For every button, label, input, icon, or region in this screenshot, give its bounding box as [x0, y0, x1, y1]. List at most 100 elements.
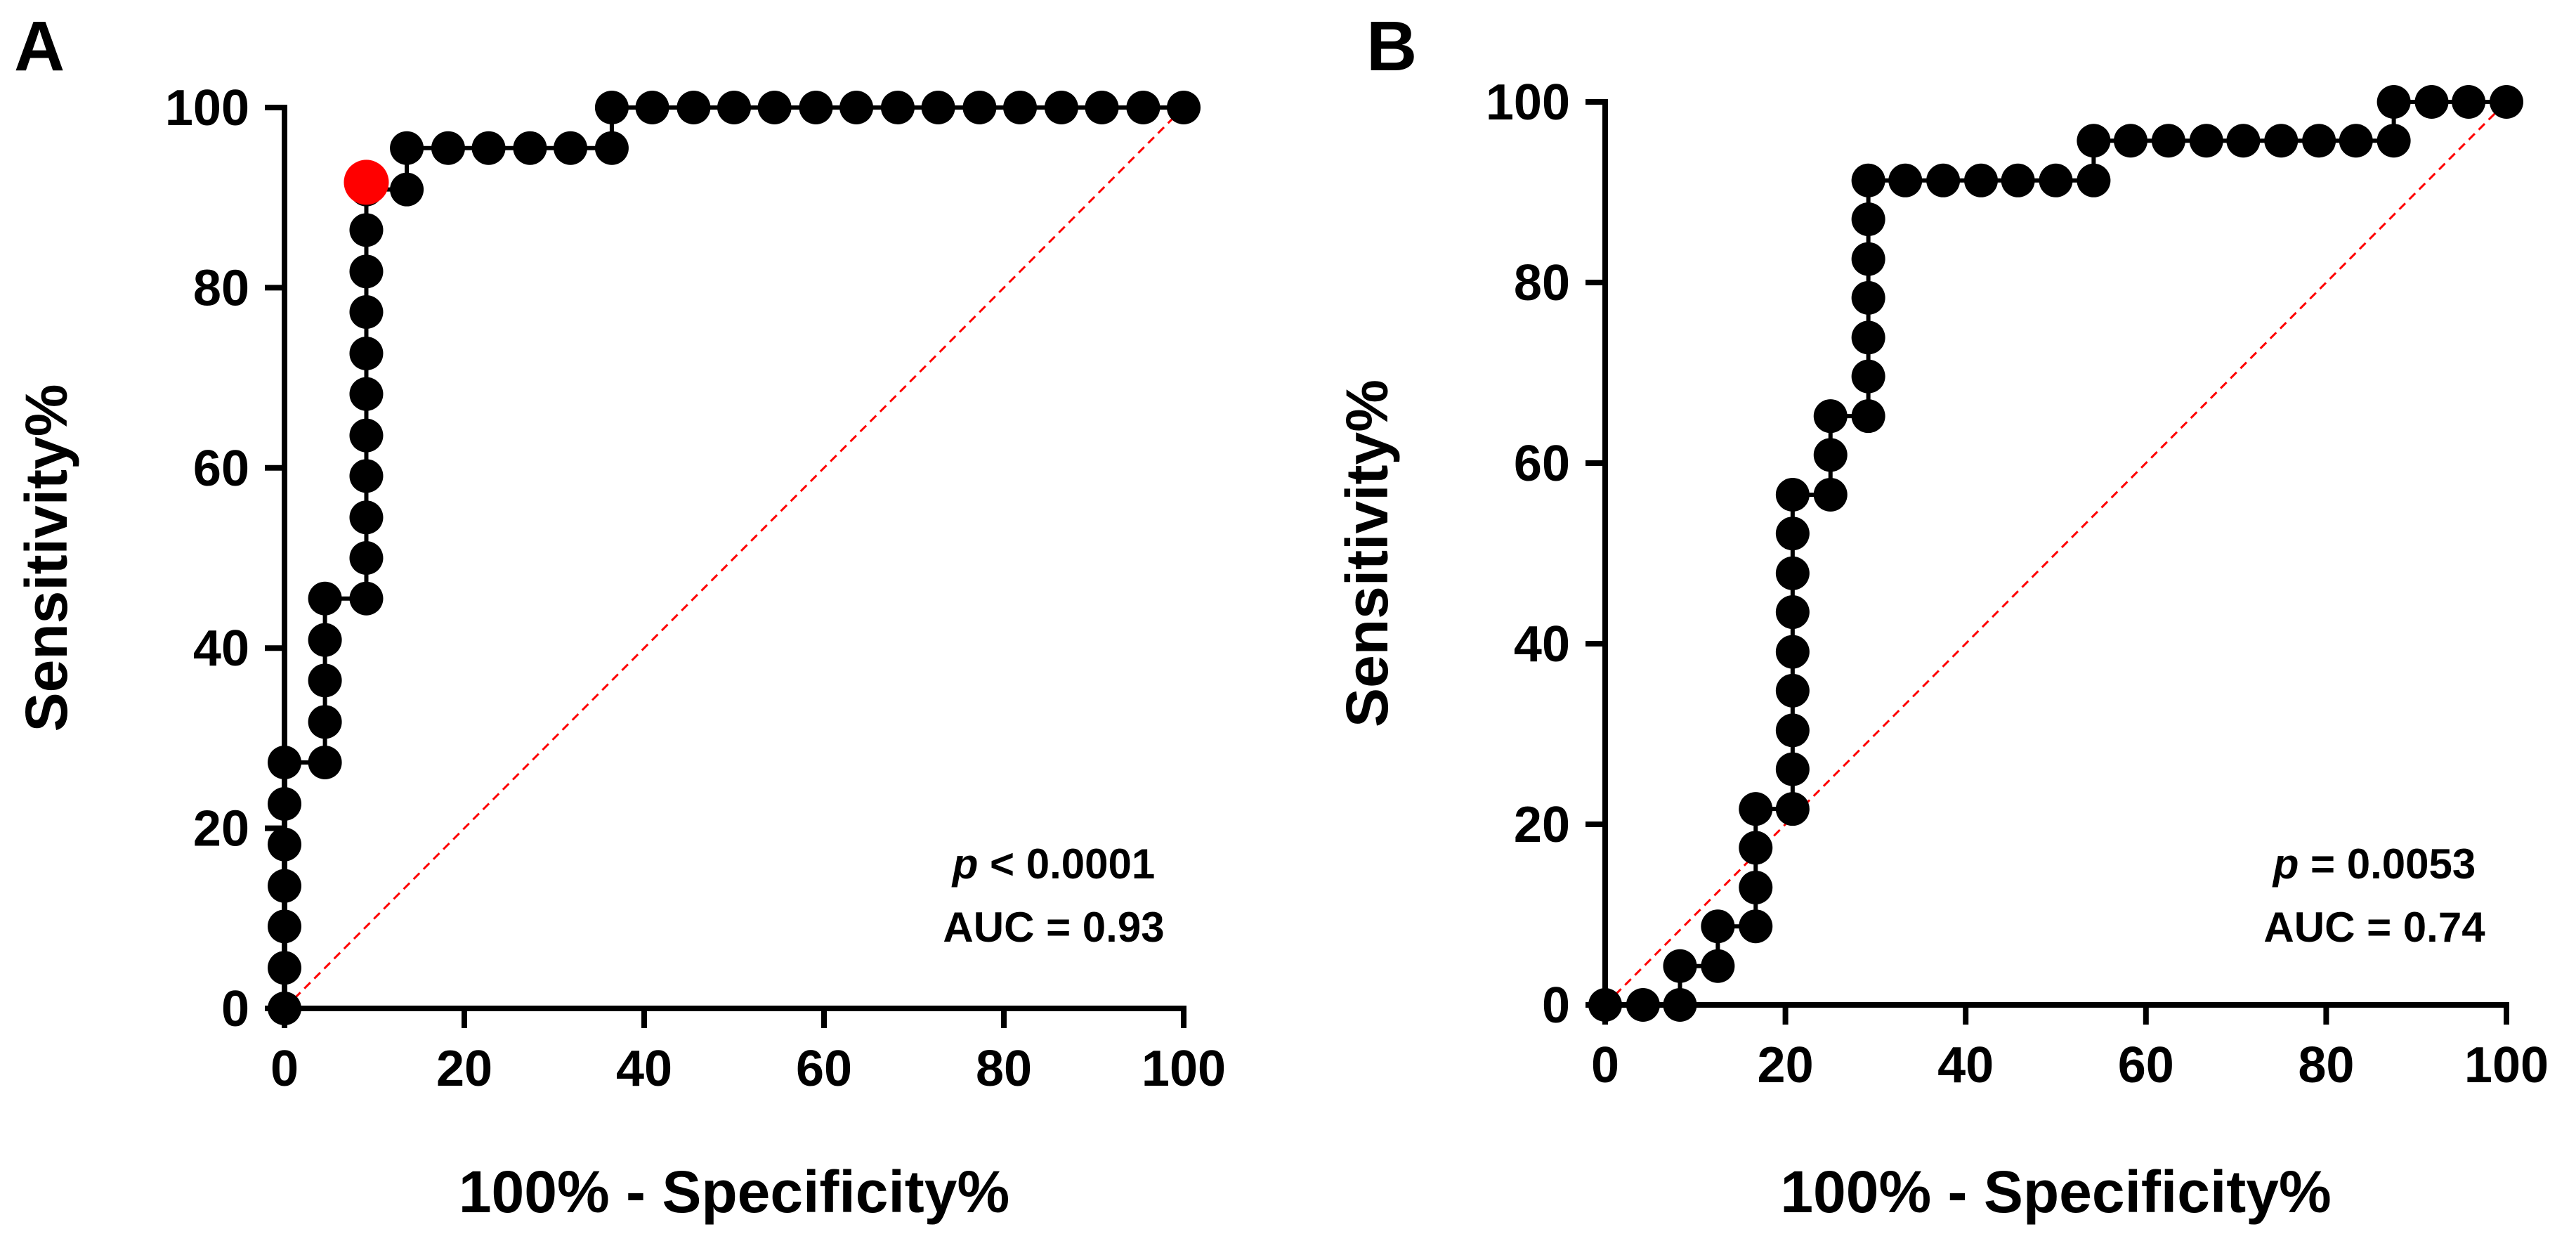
roc-point [2077, 163, 2111, 197]
roc-point [1813, 477, 1848, 512]
roc-point [1813, 438, 1848, 472]
roc-point [1775, 792, 1810, 826]
p-symbol: p [951, 840, 979, 888]
roc-point [349, 295, 384, 330]
roc-point [1044, 91, 1078, 124]
roc-point [1851, 399, 1885, 434]
roc-point [1663, 949, 1697, 983]
roc-point [2077, 124, 2111, 158]
roc-point [880, 91, 915, 124]
roc-panel-b: B 0 20 40 60 80 100 0 20 40 60 80 100 100% - Specific… [1334, 7, 2549, 1225]
roc-point [349, 459, 384, 493]
roc-point [268, 827, 301, 862]
roc-point [1739, 792, 1773, 826]
roc-point [717, 91, 751, 124]
roc-point [308, 705, 342, 739]
y-tick-label: 0 [1542, 978, 1570, 1034]
roc-point [1775, 752, 1810, 786]
roc-panel-a: A 0 20 40 60 80 100 0 20 40 60 80 100 100% - Specific… [13, 7, 1226, 1225]
panel-label: A [14, 7, 65, 86]
roc-point [1775, 477, 1810, 512]
x-axis-title: 100% - Specificity% [1780, 1159, 2331, 1225]
roc-point [1851, 280, 1885, 315]
y-tick-label: 100 [1486, 74, 1570, 131]
x-tick-label: 40 [616, 1041, 672, 1097]
p-value-annotation: p = 0.0053 [2272, 840, 2476, 888]
roc-point [594, 131, 629, 165]
roc-point [1775, 635, 1810, 669]
roc-point [1775, 673, 1810, 708]
roc-point [1003, 91, 1038, 124]
roc-point [349, 541, 384, 575]
x-tick-label: 80 [2298, 1037, 2354, 1093]
y-axis-title: Sensitivity% [1334, 379, 1400, 727]
roc-point [349, 213, 384, 247]
roc-point [1626, 988, 1660, 1022]
y-axis-title: Sensitivity% [13, 384, 79, 732]
y-tick-label: 60 [1514, 436, 1570, 492]
y-tick-label: 20 [1514, 797, 1570, 853]
p-value-annotation: p < 0.0001 [951, 840, 1156, 888]
x-axis-title: 100% - Specificity% [459, 1159, 1009, 1225]
roc-point [1739, 831, 1773, 865]
optimal-cutoff-point [344, 160, 389, 205]
roc-point [2113, 124, 2147, 158]
roc-point [1775, 595, 1810, 630]
roc-point [1663, 988, 1697, 1022]
roc-point [349, 500, 384, 535]
roc-point [1739, 909, 1773, 944]
roc-point [308, 623, 342, 657]
roc-point [390, 172, 424, 207]
roc-point [349, 377, 384, 411]
roc-point [1964, 163, 1999, 197]
roc-point [594, 91, 629, 124]
p-value: = 0.0053 [2299, 840, 2476, 888]
roc-point [554, 131, 588, 165]
y-tick-label: 20 [193, 801, 249, 857]
roc-point [2001, 163, 2035, 197]
roc-point [1926, 163, 1961, 197]
roc-point [962, 91, 997, 124]
roc-point [2452, 85, 2486, 119]
roc-point [839, 91, 874, 124]
roc-point [1851, 163, 1885, 197]
roc-point [1701, 909, 1735, 944]
roc-point [1851, 320, 1885, 355]
roc-point [2302, 124, 2336, 158]
x-tick-label: 20 [1758, 1037, 1814, 1093]
roc-point [2490, 85, 2523, 119]
roc-point [1851, 359, 1885, 394]
roc-point [1126, 91, 1160, 124]
roc-point [1167, 91, 1201, 124]
roc-point [349, 254, 384, 289]
auc-annotation: AUC = 0.74 [2263, 904, 2485, 951]
p-symbol: p [2272, 840, 2299, 888]
x-tick-label: 100 [2464, 1037, 2549, 1093]
roc-point [799, 91, 833, 124]
roc-point [2376, 124, 2411, 158]
roc-point [268, 909, 301, 944]
roc-point [471, 131, 506, 165]
roc-point [390, 131, 424, 165]
y-tick-label: 0 [221, 981, 249, 1037]
p-value: < 0.0001 [978, 840, 1155, 888]
y-tick-label: 80 [1514, 255, 1570, 311]
panel-label: B [1366, 7, 1417, 86]
roc-point [349, 418, 384, 453]
roc-point [1813, 399, 1848, 434]
roc-point [308, 663, 342, 698]
roc-point [1739, 870, 1773, 904]
roc-point [1588, 988, 1622, 1022]
reference-diagonal-line [283, 106, 1185, 1010]
roc-point [349, 581, 384, 616]
roc-point [2264, 124, 2299, 158]
roc-point [2376, 85, 2411, 119]
x-tick-label: 20 [436, 1041, 492, 1097]
auc-annotation: AUC = 0.93 [943, 904, 1164, 951]
roc-point [268, 786, 301, 821]
y-tick-label: 80 [193, 260, 249, 316]
roc-point [1775, 713, 1810, 748]
y-tick-label: 100 [165, 80, 249, 136]
x-tick-label: 60 [2118, 1037, 2174, 1093]
x-tick-label: 40 [1937, 1037, 1994, 1093]
